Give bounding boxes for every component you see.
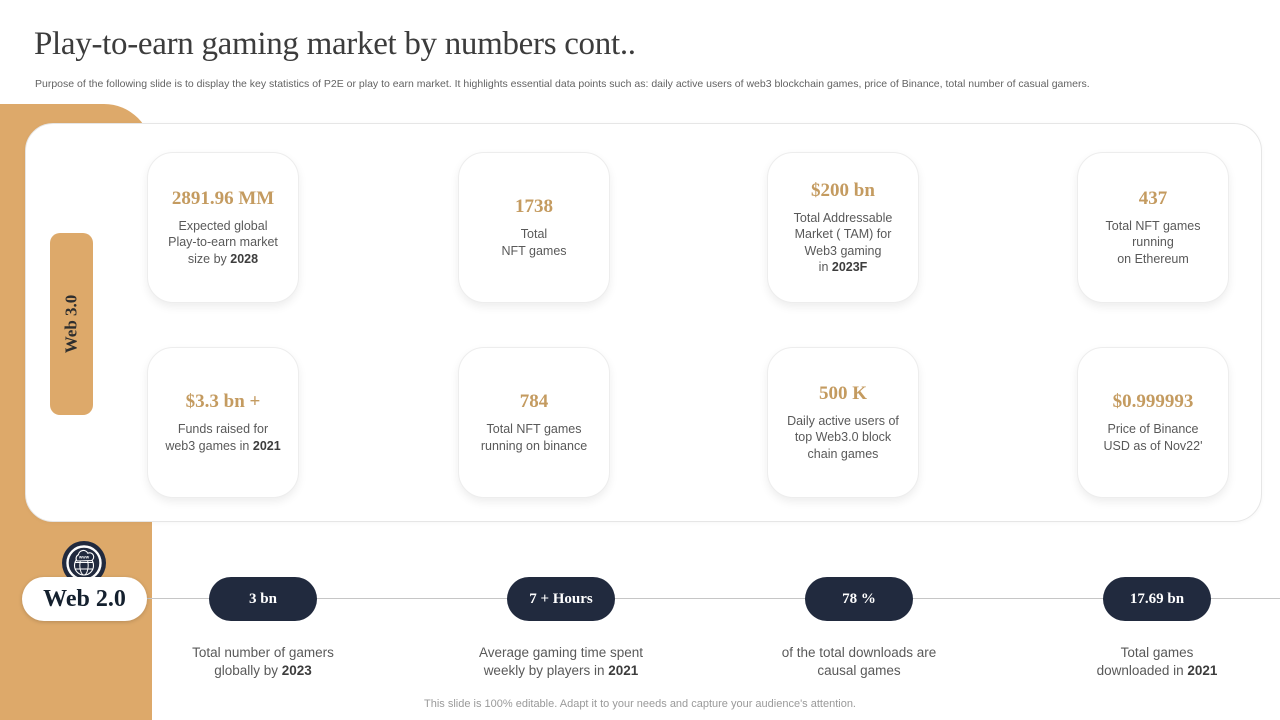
web3-label-text: Web 3.0 bbox=[61, 294, 81, 354]
stat-card-total-nft-games: 1738 Total NFT games bbox=[458, 152, 610, 303]
web3-section-label: Web 3.0 bbox=[50, 233, 93, 415]
stat-description: Total NFT games running on Ethereum bbox=[1106, 218, 1201, 268]
timeline-badge-gamers: 3 bn bbox=[209, 577, 317, 621]
web2-section-label: Web 2.0 bbox=[22, 577, 147, 621]
timeline-desc-highlight: 2023 bbox=[281, 663, 312, 679]
stat-description: Expected global Play-to-earn market size… bbox=[168, 218, 278, 268]
svg-text:WWW: WWW bbox=[79, 556, 90, 560]
stat-card-ethereum-games: 437 Total NFT games running on Ethereum bbox=[1077, 152, 1229, 303]
stat-desc-text: Expected global Play-to-earn market size… bbox=[168, 218, 278, 266]
timeline-desc-highlight: 2021 bbox=[608, 663, 639, 679]
stat-desc-text: Price of Binance USD as of Nov22' bbox=[1103, 422, 1203, 453]
stat-desc-text: Total Addressable Market ( TAM) for Web3… bbox=[793, 210, 893, 275]
timeline-description: Total games downloaded in 2021 bbox=[1027, 644, 1280, 680]
web2-label-text: Web 2.0 bbox=[43, 585, 126, 612]
stat-desc-highlight: 2021 bbox=[252, 438, 281, 453]
stat-desc-highlight: 2028 bbox=[230, 251, 259, 266]
page-subtitle: Purpose of the following slide is to dis… bbox=[35, 78, 1090, 90]
stat-card-tam: $200 bn Total Addressable Market ( TAM) … bbox=[767, 152, 919, 303]
stat-description: Daily active users of top Web3.0 block c… bbox=[787, 413, 899, 463]
stat-card-daily-active-users: 500 K Daily active users of top Web3.0 b… bbox=[767, 347, 919, 498]
stat-desc-text: Total NFT games bbox=[501, 227, 567, 258]
stat-description: Total NFT games bbox=[501, 226, 566, 259]
stat-desc-highlight: 2023F bbox=[831, 260, 868, 274]
stat-value: 500 K bbox=[818, 382, 868, 404]
www-globe-icon: WWW bbox=[62, 541, 106, 585]
timeline-desc-text: Total number of gamers globally by bbox=[192, 645, 334, 679]
stat-value: 1738 bbox=[515, 196, 553, 217]
stat-description: Total NFT games running on binance bbox=[481, 421, 587, 454]
timeline-description: Total number of gamers globally by 2023 bbox=[133, 644, 393, 680]
stat-description: Total Addressable Market ( TAM) for Web3… bbox=[794, 210, 893, 276]
timeline-badge-total-downloads: 17.69 bn bbox=[1103, 577, 1211, 621]
stat-desc-text: Total NFT games running on binance bbox=[480, 422, 588, 453]
timeline-description: of the total downloads are causal games bbox=[729, 644, 989, 680]
stat-value: $3.3 bn + bbox=[185, 391, 261, 412]
stat-value: $200 bn bbox=[811, 179, 875, 201]
timeline-desc-text: Average gaming time spent weekly by play… bbox=[478, 645, 644, 679]
stat-card-binance-price: $0.999993 Price of Binance USD as of Nov… bbox=[1077, 347, 1229, 498]
stat-value: $0.999993 bbox=[1112, 391, 1194, 412]
stat-desc-text: Total NFT games running on Ethereum bbox=[1105, 218, 1201, 266]
stat-description: Price of Binance USD as of Nov22' bbox=[1104, 421, 1203, 454]
stat-description: Funds raised for web3 games in 2021 bbox=[165, 421, 280, 454]
timeline-desc-text: of the total downloads are causal games bbox=[781, 645, 937, 679]
stat-desc-text: Daily active users of top Web3.0 block c… bbox=[787, 413, 899, 461]
timeline-badge-hours: 7 + Hours bbox=[507, 577, 615, 621]
stat-value: 437 bbox=[1138, 187, 1168, 209]
stat-card-market-size: 2891.96 MM Expected global Play-to-earn … bbox=[147, 152, 299, 303]
timeline-badge-downloads-pct: 78 % bbox=[805, 577, 913, 621]
timeline-desc-text: Total games downloaded in bbox=[1096, 645, 1194, 679]
editable-note: This slide is 100% editable. Adapt it to… bbox=[424, 698, 856, 710]
stat-value: 784 bbox=[519, 391, 549, 412]
timeline-desc-highlight: 2021 bbox=[1187, 663, 1218, 679]
page-title: Play-to-earn gaming market by numbers co… bbox=[34, 26, 636, 62]
stat-card-binance-games: 784 Total NFT games running on binance bbox=[458, 347, 610, 498]
stat-card-funds-raised: $3.3 bn + Funds raised for web3 games in… bbox=[147, 347, 299, 498]
stat-value: 2891.96 MM bbox=[171, 187, 275, 209]
timeline-description: Average gaming time spent weekly by play… bbox=[431, 644, 691, 680]
stat-desc-text: Funds raised for web3 games in bbox=[165, 422, 269, 453]
timeline-line bbox=[147, 598, 1280, 599]
